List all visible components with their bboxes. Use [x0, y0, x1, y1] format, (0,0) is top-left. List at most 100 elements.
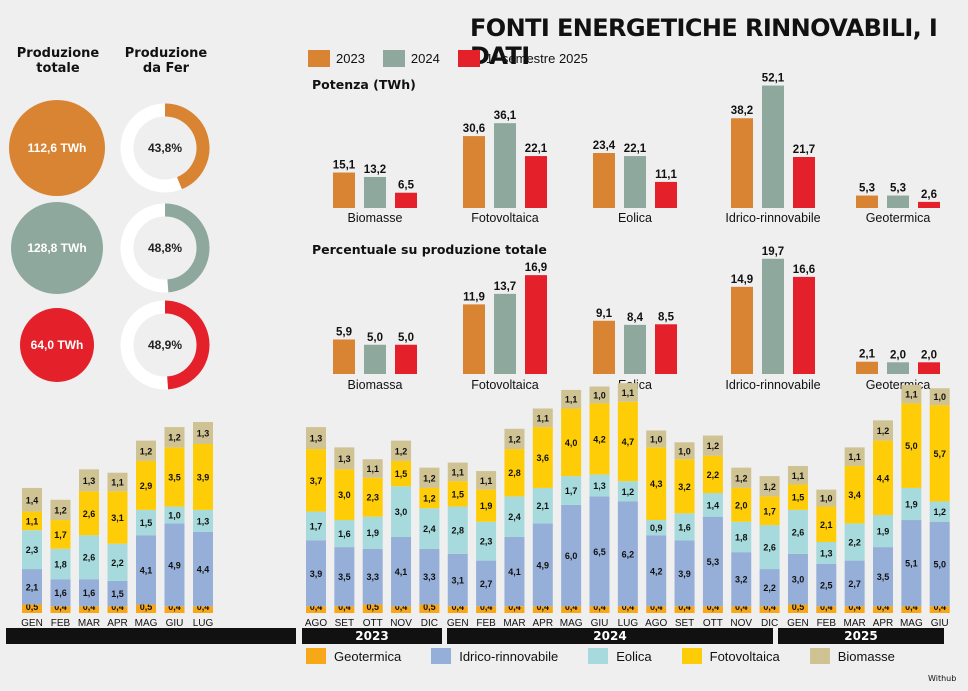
- legend-swatch-idrico: [431, 648, 452, 664]
- stack-value-label: 2,2: [707, 470, 720, 480]
- bar: [762, 258, 784, 374]
- bar: [364, 344, 386, 374]
- bar-value-label: 38,2: [731, 105, 753, 117]
- month-label: FEB: [476, 618, 496, 629]
- bar-value-label: 11,1: [655, 169, 677, 181]
- stack-value-label: 0,4: [650, 602, 663, 612]
- stack-segment: [873, 440, 893, 515]
- stack-value-label: 4,1: [508, 567, 521, 577]
- stack-segment: [79, 469, 99, 492]
- month-label: DIC: [761, 618, 778, 629]
- stack-segment: [816, 489, 837, 507]
- stack-segment: [164, 447, 185, 507]
- stack-value-label: 1,1: [905, 390, 918, 400]
- stack-value-label: 1,9: [877, 527, 890, 537]
- stack-segment: [306, 511, 326, 541]
- bar-value-label: 8,4: [627, 312, 644, 324]
- stack-segment: [362, 459, 383, 478]
- stack-segment: [79, 491, 99, 536]
- stack-segment: [447, 506, 468, 554]
- month-label: APR: [873, 618, 894, 629]
- stack-segment: [447, 606, 468, 613]
- stack-segment: [532, 523, 553, 607]
- stack-segment: [589, 403, 610, 475]
- stack-segment: [476, 489, 497, 522]
- month-label: NOV: [390, 618, 412, 629]
- stack-value-label: 3,4: [848, 490, 861, 500]
- bar-value-label: 16,6: [793, 264, 815, 276]
- stack-segment: [447, 553, 468, 607]
- stack-segment: [136, 440, 156, 461]
- legend-swatch-2025: [457, 50, 480, 67]
- stack-value-label: 1,8: [735, 532, 748, 542]
- stack-segment: [334, 447, 355, 470]
- stack-value-label: 3,9: [310, 569, 323, 579]
- stack-value-label: 1,2: [54, 505, 67, 515]
- stack-segment: [929, 388, 950, 406]
- stack-value-label: 1,5: [395, 469, 408, 479]
- month-label: MAR: [844, 618, 866, 629]
- month-label: MAR: [78, 618, 100, 629]
- bar: [593, 320, 615, 374]
- category-label: Geotermica: [866, 211, 931, 225]
- stack-value-label: 4,9: [168, 560, 181, 570]
- stack-value-label: 1,0: [820, 494, 833, 504]
- stack-segment: [334, 469, 355, 521]
- bar-value-label: 5,0: [367, 332, 383, 344]
- stack-value-label: 1,2: [622, 487, 635, 497]
- stack-value-label: 0,4: [763, 602, 776, 612]
- stack-segment: [901, 384, 922, 404]
- stack-segment: [136, 460, 156, 510]
- stack-value-label: 1,5: [140, 518, 153, 528]
- stack-value-label: 1,7: [54, 530, 67, 540]
- month-label: LUG: [618, 618, 639, 629]
- stack-value-label: 5,7: [933, 449, 946, 459]
- month-label: SET: [675, 618, 694, 629]
- stack-value-label: 1,0: [593, 390, 606, 400]
- stack-segment: [532, 408, 553, 428]
- stack-value-label: 1,2: [877, 426, 890, 436]
- stack-segment: [362, 477, 383, 517]
- stack-segment: [334, 547, 355, 607]
- stack-segment: [646, 535, 667, 607]
- stack-value-label: 0,4: [678, 602, 691, 612]
- stack-segment: [79, 579, 99, 607]
- bar-value-label: 19,7: [762, 246, 784, 258]
- stack-segment: [646, 447, 667, 521]
- bar-value-label: 5,3: [859, 183, 875, 195]
- stack-segment: [136, 535, 156, 605]
- legend-swatch-eolica: [588, 648, 609, 664]
- month-label: MAG: [900, 618, 923, 629]
- stack-value-label: 0,5: [792, 602, 805, 612]
- stack-segment: [334, 606, 355, 613]
- header-produzione-totale: Produzione totale: [16, 46, 100, 76]
- stack-segment: [50, 548, 71, 580]
- stack-value-label: 4,3: [650, 479, 663, 489]
- stack-segment: [136, 509, 156, 536]
- stack-segment: [674, 540, 695, 607]
- legend-label-fotovoltaica: Fotovoltaica: [709, 648, 780, 664]
- stack-value-label: 0,4: [622, 602, 635, 612]
- category-label: Biomassa: [348, 378, 403, 392]
- bar: [918, 201, 940, 208]
- stack-segment: [22, 487, 42, 512]
- stack-segment: [79, 606, 99, 613]
- stack-value-label: 6,2: [622, 549, 635, 559]
- stack-segment: [561, 606, 582, 613]
- stack-segment: [391, 606, 412, 613]
- stack-value-label: 0,4: [735, 602, 748, 612]
- stack-value-label: 0,4: [933, 602, 946, 612]
- stack-segment: [646, 606, 667, 613]
- stack-value-label: 0,4: [593, 602, 606, 612]
- legend-item-eolica: Eolica: [588, 648, 652, 664]
- stack-segment: [532, 427, 553, 488]
- bar-value-label: 6,5: [398, 180, 415, 192]
- stack-value-label: 1,3: [83, 476, 96, 486]
- stack-value-label: 3,0: [792, 575, 805, 585]
- stack-value-label: 1,7: [565, 486, 578, 496]
- stack-segment: [504, 428, 525, 450]
- stack-segment: [107, 543, 128, 581]
- bar-value-label: 2,0: [921, 349, 937, 361]
- category-label: Biomasse: [348, 211, 403, 225]
- stack-segment: [22, 530, 42, 570]
